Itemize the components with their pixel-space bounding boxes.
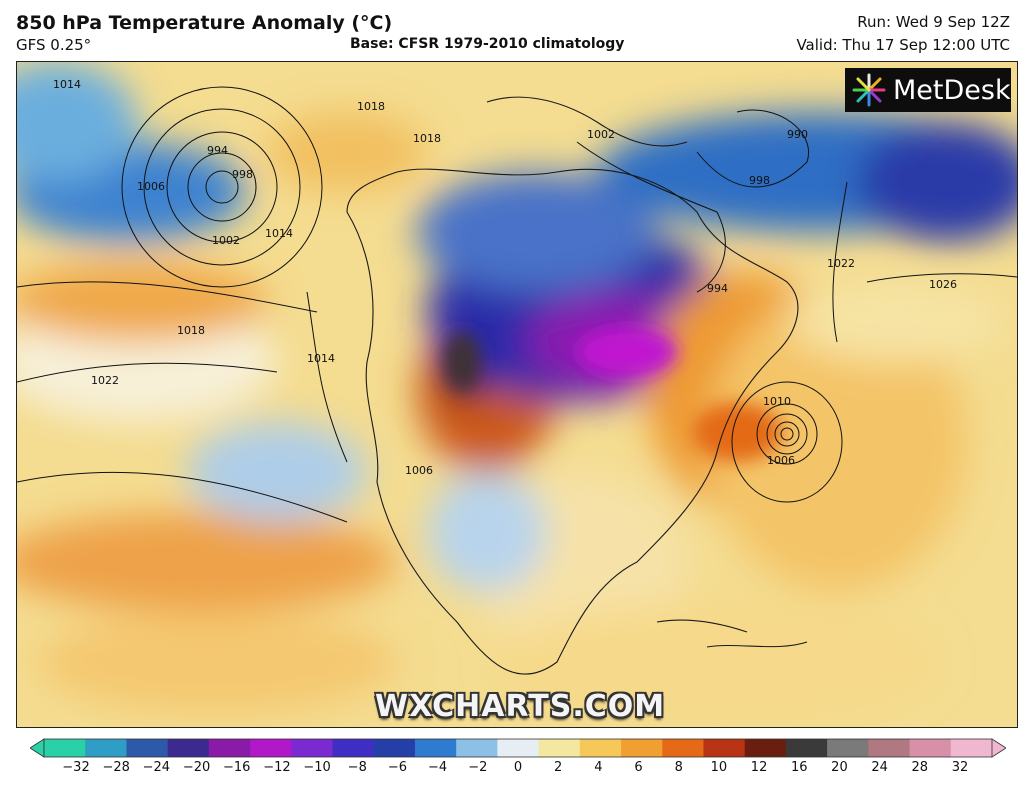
isobar-label: 1006 [767,454,795,467]
isobar-label: 994 [207,144,228,157]
header: 850 hPa Temperature Anomaly (°C) GFS 0.2… [0,0,1024,60]
isobar-label: 1002 [212,234,240,247]
isobar-label: 1022 [827,257,855,270]
climatology-base-label: Base: CFSR 1979-2010 climatology [350,36,625,52]
scale-tick-label: 4 [594,760,603,775]
isobar-label: 998 [749,174,770,187]
isobar-label: 1006 [137,180,165,193]
scale-swatch [662,739,704,757]
isobar-label: 1022 [91,374,119,387]
scale-swatch [538,739,581,757]
scale-swatch [291,739,334,757]
scale-swatch [827,739,869,757]
isobar-label: 994 [707,282,728,295]
scale-min-arrow [30,738,45,758]
scale-tick-label: −32 [62,760,90,775]
scale-swatch [85,739,127,757]
isobar-label: 1014 [265,227,293,240]
isobar-label: 990 [787,128,808,141]
scale-tick-labels: −32 −28 −24 −20 −16 −12 −10 −8 −6 −4 −2 0 2 4 6 8 10 12 16… [0,760,1024,780]
isobar-label: 1018 [357,100,385,113]
scale-tick-label: 24 [871,760,888,775]
scale-tick-label: −24 [142,760,171,775]
metdesk-logo: MetDesk [845,68,1011,112]
scale-swatch [456,739,498,757]
scale-tick-label: −2 [468,760,488,775]
scale-tick-label: −10 [303,760,331,775]
isobar-lines [17,86,1017,523]
scale-swatch [373,739,416,757]
scale-tick-label: −6 [387,760,408,775]
scale-tick-label: 8 [674,760,683,775]
scale-tick-label: −16 [223,760,251,775]
scale-swatch [497,739,540,757]
scale-tick-label: 0 [513,760,523,775]
scale-tick-label: −8 [347,760,367,775]
scale-tick-label: 16 [790,760,808,775]
metdesk-logo-text: MetDesk [893,74,1011,106]
wxcharts-watermark: WXCHARTS.COM [375,689,666,724]
scale-swatch [167,739,210,757]
model-label: GFS 0.25° [16,36,92,54]
scale-swatch [785,739,828,757]
scale-swatch [621,739,663,757]
scale-swatch [126,739,169,757]
chart-title: 850 hPa Temperature Anomaly (°C) [16,12,393,34]
run-time-label: Run: Wed 9 Sep 12Z [857,13,1010,31]
scale-tick-label: 20 [831,760,848,775]
scale-swatch [703,739,746,757]
scale-max-arrow [991,738,1006,758]
scale-tick-label: 2 [554,760,563,775]
isobar-label: 1006 [405,464,433,477]
scale-swatch [579,739,622,757]
isobar-label: 1018 [177,324,205,337]
scale-tick-label: 6 [634,760,643,775]
scale-tick-label: −20 [182,760,211,775]
isobar-label: 1010 [763,395,791,408]
isobar-label: 1026 [929,278,957,291]
scale-tick-label: −4 [428,760,448,775]
scale-swatch [250,739,292,757]
anomaly-map: 1014 1018 994 998 1006 1002 1014 1018 10… [16,61,1018,728]
scale-tick-label: −12 [263,760,291,775]
scale-swatch [950,739,993,757]
scale-border [43,738,993,758]
scale-tick-label: −28 [102,760,130,775]
valid-time-label: Valid: Thu 17 Sep 12:00 UTC [796,36,1010,54]
scale-swatch [868,739,911,757]
scale-tick-label: 32 [951,760,969,775]
color-scale-bar [30,738,1006,758]
isobar-label: 1018 [413,132,441,145]
scale-swatches [44,739,993,757]
isobar-labels: 1014 1018 994 998 1006 1002 1014 1018 10… [53,78,957,477]
scale-tick-label: 12 [750,760,768,775]
isobar-label: 998 [232,168,253,181]
coastlines [346,96,808,675]
metdesk-burst-icon [852,73,886,107]
scale-swatch [744,739,787,757]
isobar-label: 1014 [53,78,81,91]
scale-swatch [909,739,952,757]
map-canvas: 1014 1018 994 998 1006 1002 1014 1018 10… [17,62,1017,727]
scale-swatch [414,739,457,757]
scale-tick-label: 10 [710,760,728,775]
scale-swatch [208,739,251,757]
scale-swatch [332,739,375,757]
isobar-label: 1014 [307,352,335,365]
isobar-label: 1002 [587,128,615,141]
scale-swatch [44,739,86,757]
scale-tick-label: 28 [911,760,929,775]
